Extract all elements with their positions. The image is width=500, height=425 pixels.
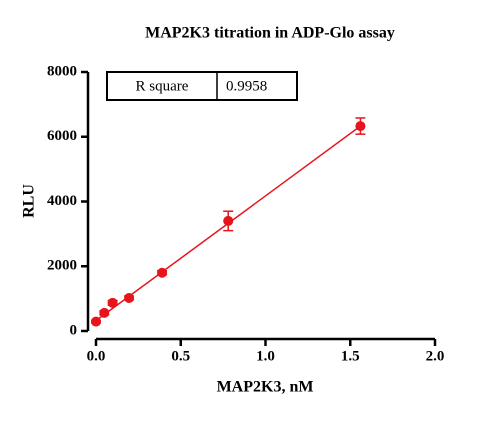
- x-axis-label: MAP2K3, nM: [217, 379, 314, 396]
- x-tick-label: 2.0: [426, 348, 445, 364]
- x-tick-label: 0.5: [171, 348, 190, 364]
- y-tick-label: 8000: [47, 63, 77, 79]
- x-tick-label: 0.0: [87, 348, 106, 364]
- data-point: [107, 297, 118, 308]
- data-point: [157, 267, 168, 278]
- data-point: [91, 316, 101, 327]
- y-tick-label: 2000: [47, 258, 77, 274]
- data-point: [99, 307, 110, 318]
- y-tick-label: 6000: [47, 128, 77, 144]
- x-tick-label: 1.5: [341, 348, 360, 364]
- x-tick-label: 1.0: [256, 348, 275, 364]
- annotation-label: R square: [136, 78, 189, 94]
- y-tick-label: 4000: [47, 193, 77, 209]
- data-point: [355, 121, 366, 132]
- data-point: [223, 215, 234, 226]
- chart-title: MAP2K3 titration in ADP-Glo assay: [145, 25, 395, 42]
- y-tick-label: 0: [70, 322, 78, 338]
- data-point: [124, 292, 135, 303]
- annotation-box: [106, 71, 298, 101]
- annotation-value: 0.9958: [226, 78, 267, 94]
- y-axis-label: RLU: [21, 184, 38, 218]
